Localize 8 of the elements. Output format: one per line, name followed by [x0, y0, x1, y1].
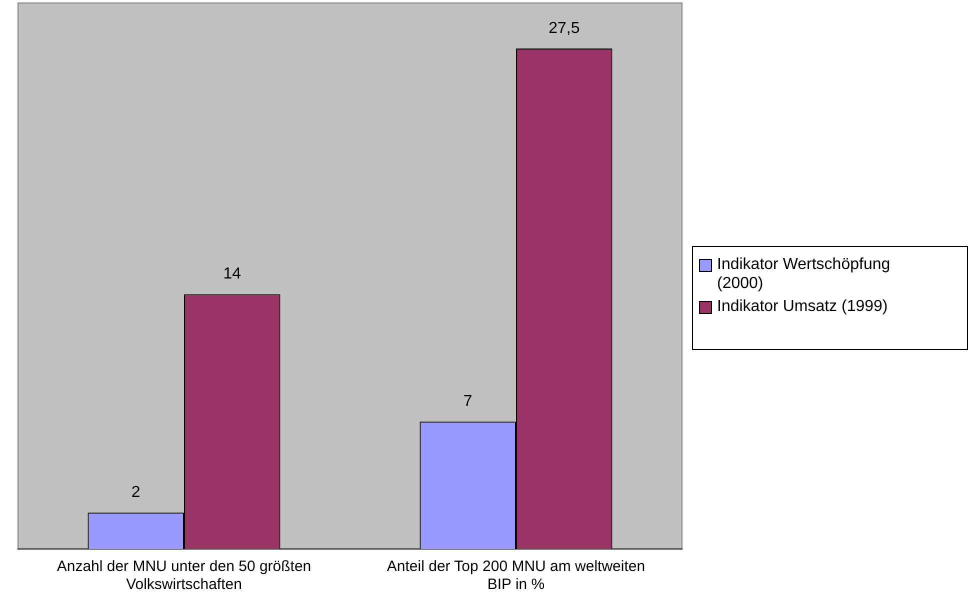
data-label: 27,5: [548, 20, 580, 37]
data-label: 2: [131, 484, 140, 502]
data-label: 14: [223, 266, 242, 283]
x-tick-label: Anzahl der MNU unter den 50 größten Volkswirtschaften: [56, 558, 312, 594]
data-label: 7: [463, 393, 472, 410]
legend-label: Indikator Wertschöpfung (2000): [717, 255, 892, 293]
legend-label: Indikator Umsatz (1999): [717, 297, 888, 316]
x-tick-label: Anteil der Top 200 MNU am weltweiten BIP in %: [386, 558, 646, 594]
